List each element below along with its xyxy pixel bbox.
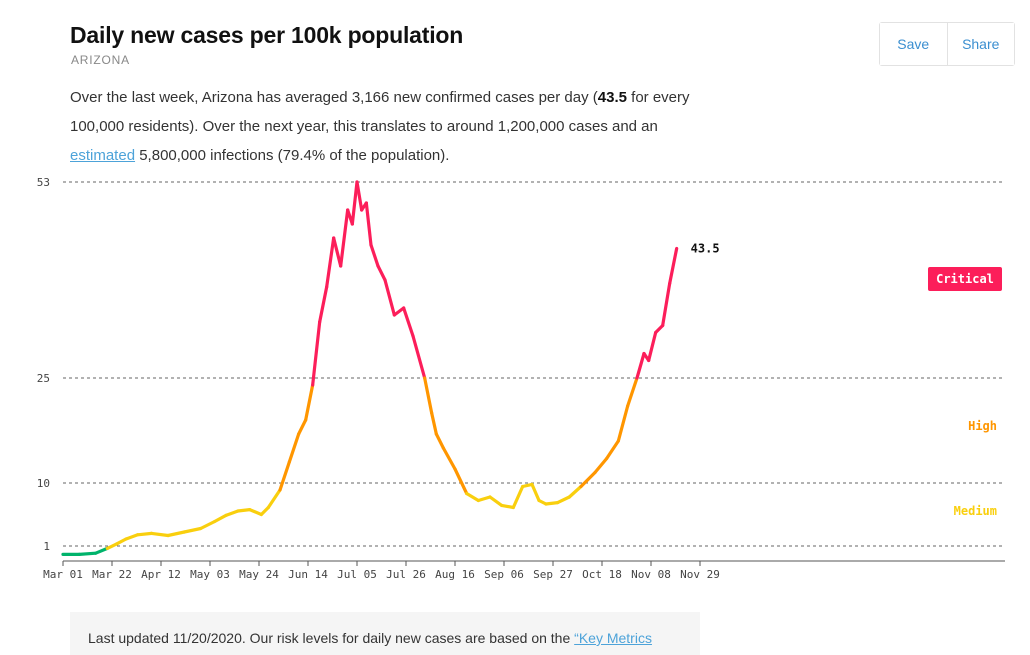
series-segment [423, 376, 434, 415]
series-segment [579, 470, 597, 489]
zone-label-high: High [968, 419, 997, 433]
series-segment [278, 460, 291, 492]
series-segment [626, 376, 639, 408]
y-tick-label: 10 [37, 477, 50, 490]
series-segment [567, 484, 583, 499]
x-tick-label: May 24 [239, 568, 279, 581]
series-segment [661, 281, 672, 328]
series-segment [434, 432, 445, 450]
series-segment [124, 533, 140, 541]
x-tick-label: Oct 18 [582, 568, 622, 581]
series-segment [266, 488, 282, 510]
series-segment [259, 505, 270, 517]
last-value-label: 43.5 [691, 242, 720, 256]
series-segment [199, 519, 217, 531]
series-segment [668, 246, 679, 286]
x-tick-label: Nov 29 [680, 568, 720, 581]
y-tick-label: 25 [37, 372, 50, 385]
x-tick-label: Apr 12 [141, 568, 181, 581]
series-segment [311, 320, 322, 387]
y-tick-label: 53 [37, 176, 50, 189]
series-segment [383, 278, 396, 317]
summary-part-2: for every 100,000 residents). Over the n… [70, 89, 690, 135]
x-tick-label: Jul 26 [386, 568, 426, 581]
series-segment [213, 513, 228, 524]
share-button[interactable]: Share [946, 23, 1014, 65]
footer-note: Last updated 11/20/2020. Our risk levels… [70, 612, 700, 655]
series-segment [325, 236, 336, 289]
series-segment [136, 531, 154, 537]
x-tick-label: Jun 14 [288, 568, 328, 581]
series-segment [376, 264, 387, 282]
estimated-link[interactable]: estimated [70, 147, 136, 164]
series-segment [476, 495, 492, 503]
series-segment [339, 208, 350, 268]
series-segment [115, 537, 128, 546]
series-segment [453, 467, 469, 496]
series-segment [654, 323, 665, 335]
series-segment [297, 418, 308, 436]
series-segment [224, 509, 240, 517]
footer-text: Last updated 11/20/2020. Our risk levels… [88, 630, 575, 646]
series-segment [402, 306, 415, 338]
x-tick-label: Nov 08 [631, 568, 671, 581]
x-tick-label: Mar 01 [43, 568, 83, 581]
series-segment [182, 526, 203, 534]
series-segment [248, 508, 263, 517]
summary-highlight-value: 43.5 [597, 89, 627, 106]
x-tick-label: Aug 16 [435, 568, 475, 581]
series-segment [593, 456, 609, 475]
x-tick-label: Sep 06 [484, 568, 524, 581]
series-segment [392, 306, 406, 317]
series-segment [105, 542, 119, 550]
series-segment [430, 411, 438, 436]
zone-label-medium: Medium [954, 504, 997, 518]
series-segment [332, 236, 343, 268]
page-title: Daily new cases per 100k population [70, 22, 464, 48]
summary-part-3: 5,800,000 infections (79.4% of the popul… [135, 147, 450, 164]
action-button-group: Save Share [879, 22, 1015, 66]
summary-text: Over the last week, Arizona has averaged… [70, 83, 710, 170]
x-tick-label: Jul 05 [337, 568, 377, 581]
series-segment [500, 503, 515, 510]
series-segment [287, 432, 301, 464]
series-segment [488, 495, 504, 507]
series-segment [511, 484, 525, 510]
series-segment [318, 285, 329, 324]
critical-badge-label: Critical [936, 272, 994, 286]
key-metrics-link[interactable]: “Key Metrics [574, 630, 652, 646]
series-segment [544, 501, 560, 506]
region-subtitle: ARIZONA [71, 53, 130, 67]
summary-part-1: Over the last week, Arizona has averaged… [70, 89, 598, 106]
series-segment [369, 243, 380, 268]
cases-chart: 1 10 25 53 Mar 01 Mar 22 Apr 12 May 03 May 24 Jun… [37, 176, 1005, 581]
series-segment [150, 531, 170, 538]
save-button[interactable]: Save [880, 23, 947, 65]
series-segment [635, 351, 646, 380]
series-segment [605, 439, 620, 461]
series-segment [411, 334, 427, 380]
series-segment [94, 546, 109, 555]
x-tick-label: Sep 27 [533, 568, 573, 581]
series-segment [166, 530, 186, 538]
series-segment [355, 180, 364, 212]
series-segment [616, 404, 630, 443]
critical-badge [928, 267, 1002, 291]
series-segment [364, 201, 373, 247]
series-segment [556, 495, 571, 505]
series-segment [465, 491, 480, 503]
series-segment [77, 551, 98, 556]
series-segment [304, 383, 315, 422]
y-tick-label: 1 [43, 540, 50, 553]
series-segment [441, 446, 457, 471]
x-tick-label: Mar 22 [92, 568, 132, 581]
series-segment [236, 508, 252, 513]
series-segment [647, 330, 658, 363]
series-segment [350, 180, 359, 226]
x-tick-label: May 03 [190, 568, 230, 581]
series-segment [530, 482, 541, 503]
